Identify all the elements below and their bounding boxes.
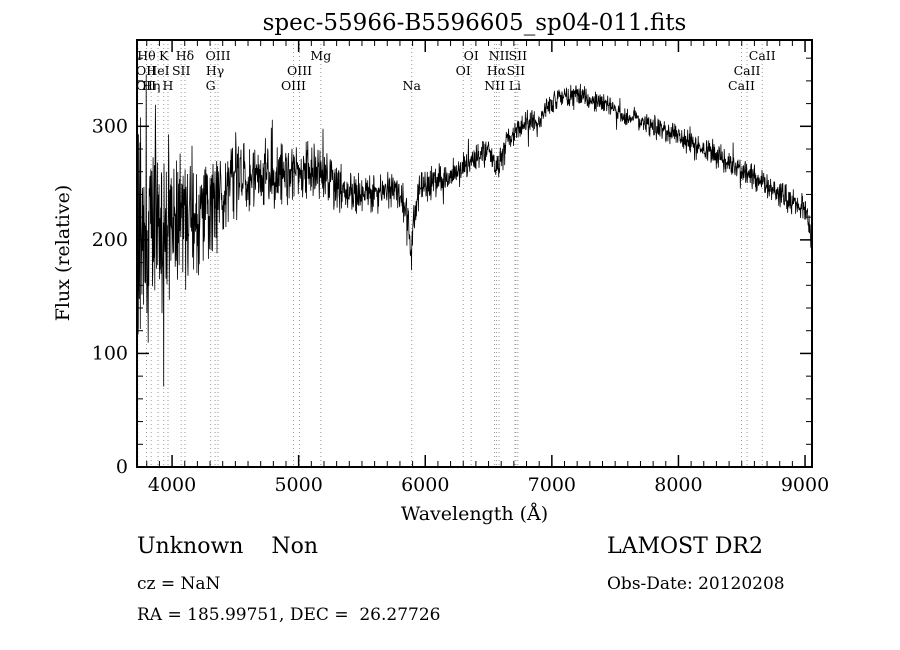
spectral-line-label: Na <box>403 78 422 93</box>
spectral-line-label: OIII <box>205 48 230 63</box>
object-class-label: Unknown Non <box>137 534 319 559</box>
spectral-line-label: OIII <box>281 78 306 93</box>
spectral-line-label: OI <box>464 48 479 63</box>
spectral-line-label: CaII <box>734 63 761 78</box>
spectral-line-label: Hα <box>487 63 507 78</box>
spectral-line-label: Hδ <box>176 48 194 63</box>
spectral-line-label: OIII <box>287 63 312 78</box>
spectral-line-label: H <box>163 78 174 93</box>
y-tick-label: 300 <box>92 115 128 137</box>
spectral-line-label: Mg <box>310 48 331 63</box>
spectral-line-label: CaII <box>728 78 755 93</box>
y-axis-label: Flux (relative) <box>52 184 74 322</box>
spectral-line-label: K <box>159 48 169 63</box>
survey-label: LAMOST DR2 <box>607 534 763 559</box>
spectral-line-label: SII <box>507 63 526 78</box>
plot-title: spec-55966-B5596605_sp04-011.fits <box>262 10 687 36</box>
y-tick-label: 100 <box>92 342 128 364</box>
x-tick-label: 6000 <box>401 474 449 496</box>
y-tick-label: 0 <box>116 456 128 478</box>
spectral-line-label: CaII <box>749 48 776 63</box>
spectral-line-label: Hη <box>142 78 160 93</box>
obs-date-label: Obs-Date: 20120208 <box>607 574 785 594</box>
x-axis-label: Wavelength (Å) <box>400 503 549 525</box>
ra-dec-value: RA = 185.99751, DEC = 26.27726 <box>137 605 441 625</box>
x-tick-label: 5000 <box>274 474 322 496</box>
spectral-line-label: G <box>206 78 216 93</box>
plot-box <box>136 39 813 468</box>
spectrum-trace <box>137 74 812 387</box>
y-tick-label: 200 <box>92 229 128 251</box>
spectral-line-label: HeI <box>146 63 169 78</box>
spectral-line-label: OII <box>136 63 156 78</box>
spectral-line-label: OII <box>136 78 156 93</box>
x-tick-label: 8000 <box>654 474 702 496</box>
x-tick-label: 7000 <box>528 474 576 496</box>
spectral-line-label: SII <box>509 48 528 63</box>
spectral-line-label: OI <box>456 63 471 78</box>
spectral-line-label: Li <box>509 78 521 93</box>
spectral-line-label: Hθ <box>137 48 155 63</box>
spectral-line-label: SII <box>172 63 191 78</box>
x-tick-label: 4000 <box>148 474 196 496</box>
redshift-value: cz = NaN <box>137 574 221 594</box>
x-tick-label: 9000 <box>781 474 829 496</box>
spectral-line-label: NII <box>489 48 510 63</box>
spectral-line-label: Hγ <box>206 63 224 78</box>
spectral-line-label: NII <box>484 78 505 93</box>
